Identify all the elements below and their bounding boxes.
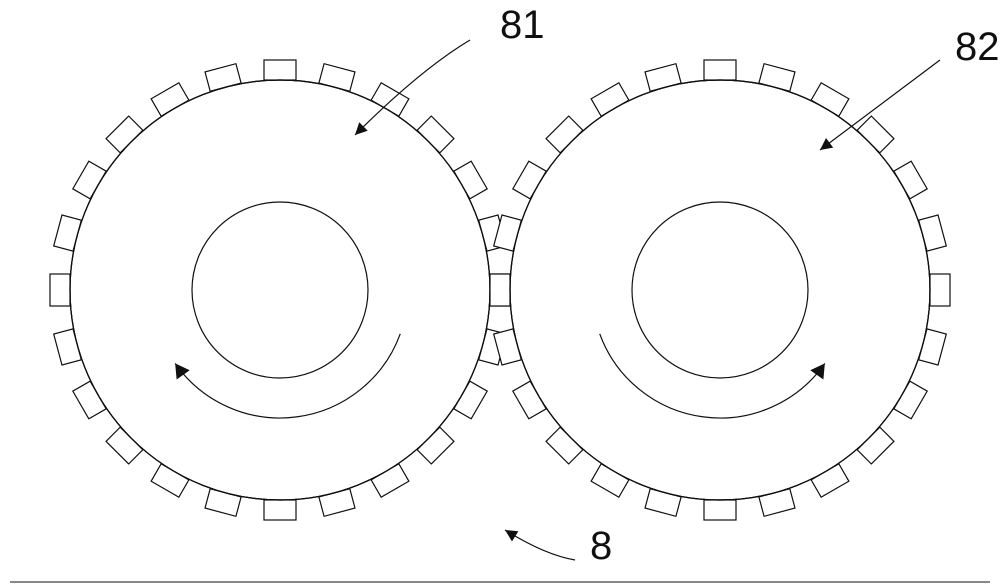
gear-tooth <box>264 500 296 520</box>
gear-82: 82 <box>490 25 1000 520</box>
gear-tooth <box>50 274 70 306</box>
gear-82-label: 82 <box>955 25 1000 69</box>
gear-tooth <box>704 60 736 80</box>
gear-81-label: 81 <box>500 3 545 47</box>
gear-tooth <box>930 274 950 306</box>
assembly-label: 8 <box>590 524 612 568</box>
gear-tooth <box>264 60 296 80</box>
gear-tooth <box>704 500 736 520</box>
gear-tooth <box>490 274 510 306</box>
gear-diagram: 81 82 8 <box>0 0 1000 584</box>
gear-81: 81 <box>50 3 545 520</box>
assembly-leader-arrowhead <box>505 530 518 541</box>
